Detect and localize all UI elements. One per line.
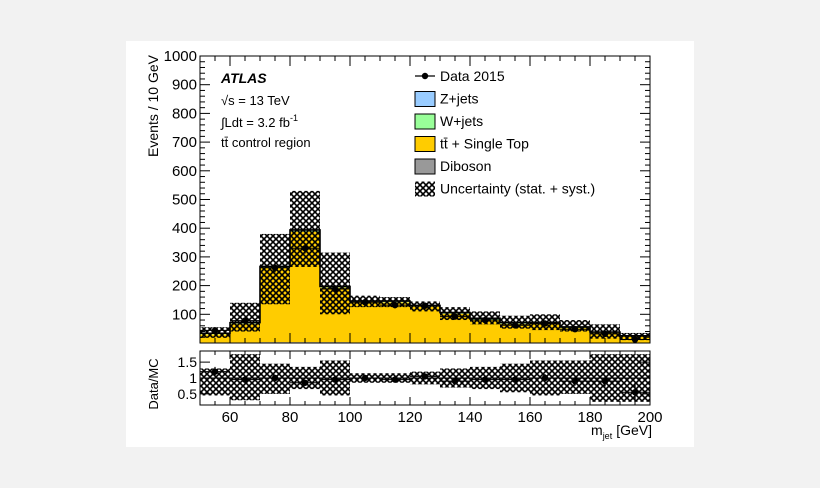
data-point-10 xyxy=(511,322,519,329)
uncertainty-band-1 xyxy=(230,302,260,332)
x-axis-label-sub: jet xyxy=(602,431,613,441)
y-tick-label-1: 200 xyxy=(172,278,197,295)
ratio-point-10 xyxy=(511,376,519,383)
y-tick-label-5: 600 xyxy=(172,163,197,180)
data-point-8 xyxy=(451,313,459,320)
energy-label: √s = 13 TeV xyxy=(221,93,290,108)
ratio-point-11 xyxy=(541,374,549,382)
legend-label-4: Diboson xyxy=(440,158,491,174)
legend-label-2: W+jets xyxy=(440,113,483,129)
data-point-1 xyxy=(241,317,249,324)
ratio-point-7 xyxy=(421,373,429,380)
y-tick-label-2: 300 xyxy=(172,249,197,266)
x-tick-label-3: 120 xyxy=(397,409,422,426)
lumi-prefix: ∫Ldt = 3.2 fb xyxy=(220,115,290,130)
legend-swatch-4 xyxy=(414,158,436,175)
legend-swatch-uncertainty xyxy=(415,181,435,197)
bar-tt-single-top-5 xyxy=(350,302,380,343)
ratio-point-14 xyxy=(631,389,639,396)
chart-svg: 100 200 300 400 500 600 700 800 900 1000 0.511.5 6… xyxy=(145,48,663,441)
ratio-point-6 xyxy=(391,376,399,383)
lumi-label: ∫Ldt = 3.2 fb-1 xyxy=(220,113,298,130)
x-tick-label-0: 60 xyxy=(222,409,239,426)
ratio-point-1 xyxy=(241,376,249,383)
x-tick-label-2: 100 xyxy=(337,409,362,426)
data-point-0 xyxy=(211,327,219,334)
lumi-exponent: -1 xyxy=(290,113,298,123)
data-point-2 xyxy=(271,264,279,272)
chart-figure: 100 200 300 400 500 600 700 800 900 1000 0.5 1 1.5 6… xyxy=(126,41,694,447)
y-tick-label-9: 1000 xyxy=(164,48,197,65)
x-tick-label-6: 180 xyxy=(577,409,602,426)
bar-tt-single-top-9 xyxy=(470,319,500,343)
ratio-y-tick-label-2: 1.5 xyxy=(178,354,198,370)
legend-label-1: Z+jets xyxy=(440,91,479,107)
data-point-13 xyxy=(601,330,609,338)
ratio-ylabel: Data/MC xyxy=(146,358,161,409)
ratio-point-4 xyxy=(331,376,339,383)
x-axis-label-unit: [GeV] xyxy=(616,422,652,438)
data-point-11 xyxy=(541,320,549,327)
data-point-12 xyxy=(571,326,579,333)
y-tick-label-4: 500 xyxy=(172,192,197,209)
ratio-point-2 xyxy=(271,374,279,382)
uncertainty-band-4 xyxy=(320,252,350,315)
bar-tt-single-top-6 xyxy=(380,302,410,343)
y-tick-label-3: 400 xyxy=(172,220,197,237)
ratio-y-tick-label-0: 0.5 xyxy=(178,386,198,402)
ratio-point-12 xyxy=(571,377,579,385)
ratio-point-8 xyxy=(451,377,459,385)
ratio-point-3 xyxy=(301,379,309,386)
ratio-point-9 xyxy=(481,376,489,383)
text-layer: ATLAS √s = 13 TeV ∫Ldt = 3.2 fb-1 tt̄ co… xyxy=(145,54,652,441)
y-tick-label-8: 900 xyxy=(172,77,197,94)
data-point-7 xyxy=(421,302,429,309)
y-tick-label-7: 800 xyxy=(172,105,197,122)
x-axis-label-main: m xyxy=(591,422,603,438)
ratio-y-tick-label-1: 1 xyxy=(189,370,197,386)
x-tick-label-4: 140 xyxy=(457,409,482,426)
legend-label-5: Uncertainty (stat. + syst.) xyxy=(440,181,595,197)
x-tick-label-1: 80 xyxy=(282,409,299,426)
y-tick-label-0: 100 xyxy=(172,306,197,323)
legend-data-marker xyxy=(421,72,429,80)
legend: Data 2015 Z+jets W+jets tt̄ + Single Top Dib… xyxy=(414,68,595,197)
x-axis-label: mjet [GeV] xyxy=(591,422,652,441)
uncertainty-band-3 xyxy=(290,190,320,267)
region-label: tt̄ control region xyxy=(221,135,311,150)
data-point-6 xyxy=(391,301,399,309)
y-tick-label-6: 700 xyxy=(172,134,197,151)
legend-label-0: Data 2015 xyxy=(440,68,505,84)
main-plot-layer: 100 200 300 400 500 600 700 800 900 1000 xyxy=(164,48,651,344)
ratio-point-5 xyxy=(361,374,369,382)
legend-swatch-1 xyxy=(414,91,436,107)
legend-swatch-3 xyxy=(414,136,436,152)
data-point-5 xyxy=(361,299,369,306)
data-point-9 xyxy=(481,316,489,324)
x-tick-label-7: 200 xyxy=(637,409,662,426)
uncertainty-band-12 xyxy=(560,320,590,332)
main-ylabel: Events / 10 GeV xyxy=(145,54,161,157)
x-tick-label-5: 160 xyxy=(517,409,542,426)
ratio-point-0 xyxy=(211,368,219,375)
legend-label-3: tt̄ + Single Top xyxy=(440,136,529,152)
data-point-3 xyxy=(301,245,309,252)
experiment-label: ATLAS xyxy=(220,70,267,86)
ratio-plot-layer: 0.511.5 60 80 100 120 140 160 180 200 xyxy=(178,350,663,426)
legend-swatch-2 xyxy=(414,113,436,130)
ratio-point-13 xyxy=(601,377,609,385)
bar-tt-single-top-7 xyxy=(410,306,440,343)
data-point-4 xyxy=(331,285,339,293)
bar-tt-single-top-12 xyxy=(560,328,590,343)
